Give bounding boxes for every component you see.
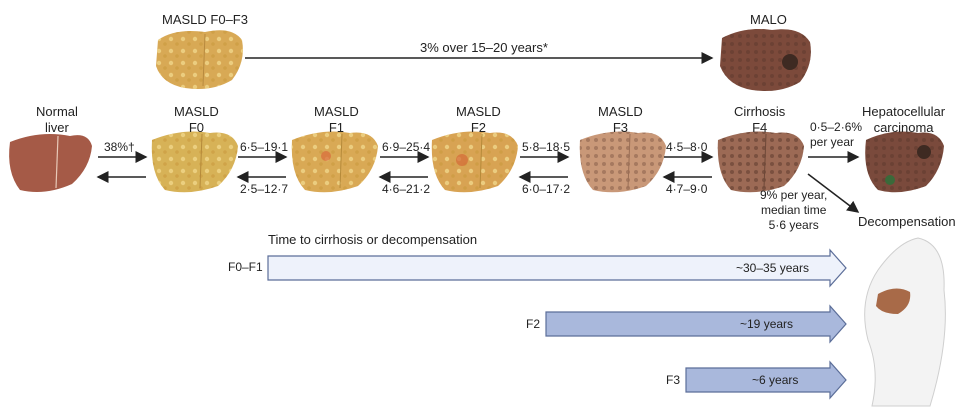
liver-f0-icon — [151, 131, 238, 193]
backward-rate-f4-f3: 4·7–9·0 — [666, 182, 708, 196]
liver-masld-f0-f3-icon — [156, 30, 243, 89]
timeline-bar-f3 — [685, 360, 847, 400]
top-right-label: MALO — [750, 12, 787, 27]
liver-malo-icon — [720, 29, 811, 91]
forward-rate-f3-f4: 4·5–8·0 — [666, 140, 708, 154]
stage-label-f2: MASLD F2 — [456, 104, 501, 135]
liver-cirrhosis-icon — [717, 131, 804, 193]
top-arrow-label: 3% over 15–20 years* — [420, 40, 548, 55]
stage-label-f4: Cirrhosis F4 — [734, 104, 786, 135]
stage-label-hcc: Hepatocellular carcinoma — [862, 104, 946, 135]
backward-rate-f1-f0: 2·5–12·7 — [240, 182, 289, 196]
liver-normal-icon — [9, 134, 92, 192]
timeline-title: Time to cirrhosis or decompensation — [268, 232, 478, 247]
top-left-label: MASLD F0–F3 — [162, 12, 248, 27]
stage-label-f0: MASLD F0 — [174, 104, 219, 135]
timeline-bar-f0-f1 — [267, 248, 847, 288]
decompensation-rate: 9% per year, median time 5·6 years — [760, 188, 828, 232]
timeline-text-f2: ~19 years — [740, 317, 794, 331]
timeline-label-f2: F2 — [526, 317, 541, 331]
forward-rate-f4-hcc: 0·5–2·6% per year — [810, 120, 863, 149]
stage-label-f3: MASLD F3 — [598, 104, 643, 135]
body-silhouette-icon — [864, 237, 946, 407]
stage-label-normal: Normal liver — [36, 104, 78, 135]
liver-f2-icon — [431, 131, 518, 193]
forward-rate-f2-f3: 5·8–18·5 — [522, 140, 571, 154]
forward-rate-normal-f0: 38%† — [104, 140, 135, 154]
decompensation-label: Decompensation — [858, 214, 956, 229]
timeline-bar-f2 — [545, 304, 847, 344]
arrow-f4-to-decompensation — [807, 173, 860, 213]
timeline-text-f3: ~6 years — [752, 373, 799, 387]
timeline-label-f0-f1: F0–F1 — [228, 260, 263, 274]
timeline-label-f3: F3 — [666, 373, 681, 387]
backward-rate-f3-f2: 6·0–17·2 — [522, 182, 571, 196]
timeline-text-f0-f1: ~30–35 years — [736, 261, 810, 275]
backward-rate-f2-f1: 4·6–21·2 — [382, 182, 431, 196]
forward-rate-f1-f2: 6·9–25·4 — [382, 140, 431, 154]
forward-rate-f0-f1: 6·5–19·1 — [240, 140, 289, 154]
liver-f1-icon — [291, 131, 378, 193]
liver-hcc-icon — [865, 131, 944, 193]
stage-label-f1: MASLD F1 — [314, 104, 359, 135]
liver-f3-icon — [579, 131, 666, 193]
